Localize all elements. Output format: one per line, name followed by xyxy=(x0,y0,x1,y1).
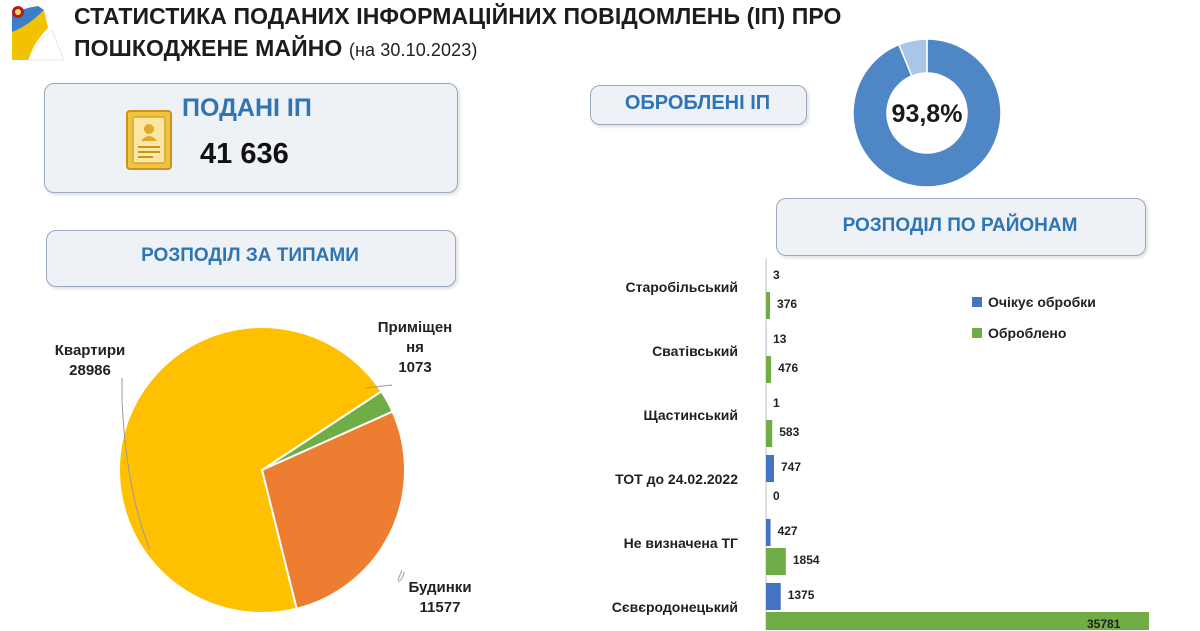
pie-label-name-cont: ня xyxy=(360,338,470,358)
district-label: Не визначена ТГ xyxy=(588,535,738,551)
bar-value-label: 1 xyxy=(773,396,780,410)
bar-value-label: 1854 xyxy=(793,553,820,567)
pie-label-name: Будинки xyxy=(398,578,482,598)
pie-label-apartments: Квартири 28986 xyxy=(48,341,132,381)
legend-swatch-processed xyxy=(972,328,982,338)
types-panel-label: РОЗПОДІЛ ЗА ТИПАМИ xyxy=(46,245,454,267)
legend-label: Оброблено xyxy=(988,325,1066,341)
bar-pending xyxy=(766,583,781,610)
bar-processed xyxy=(766,292,770,319)
legend-swatch-pending xyxy=(972,297,982,307)
processed-percent: 93,8% xyxy=(892,100,963,128)
pie-label-premises: Приміщен ня 1073 xyxy=(360,318,470,378)
bar-value-label: 476 xyxy=(778,361,798,375)
bar-value-label: 3 xyxy=(773,268,780,282)
submitted-value: 41 636 xyxy=(200,138,289,171)
bars-svg xyxy=(600,258,1200,630)
districts-panel-label: РОЗПОДІЛ ПО РАЙОНАМ xyxy=(776,215,1144,237)
bar-value-label: 427 xyxy=(778,524,798,538)
pie-label-value: 11577 xyxy=(398,598,482,618)
legend-item-processed: Оброблено xyxy=(972,325,1066,341)
bar-value-label: 35781 xyxy=(1087,617,1120,631)
legend-label: Очікує обробки xyxy=(988,294,1096,310)
pie-label-value: 28986 xyxy=(48,361,132,381)
bar-value-label: 747 xyxy=(781,460,801,474)
report-date: (на 30.10.2023) xyxy=(349,40,478,60)
page-title: СТАТИСТИКА ПОДАНИХ ІНФОРМАЦІЙНИХ ПОВІДОМ… xyxy=(74,3,842,30)
bar-value-label: 0 xyxy=(773,489,780,503)
bar-pending xyxy=(766,519,771,546)
bar-processed xyxy=(766,356,771,383)
bar-processed xyxy=(766,420,772,447)
title-text: ПОШКОДЖЕНЕ МАЙНО xyxy=(74,35,342,61)
bar-processed xyxy=(766,548,786,575)
bar-value-label: 583 xyxy=(779,425,799,439)
bar-pending xyxy=(766,455,774,482)
pie-label-houses: Будинки 11577 xyxy=(398,578,482,618)
page-title-line-2: ПОШКОДЖЕНЕ МАЙНО (на 30.10.2023) xyxy=(74,35,477,62)
document-certificate-icon xyxy=(125,109,173,171)
pie-label-name: Квартири xyxy=(48,341,132,361)
district-label: Сєвєродонецький xyxy=(588,599,738,615)
district-label: Старобільський xyxy=(588,279,738,295)
bar-value-label: 1375 xyxy=(788,588,815,602)
pie-label-name: Приміщен xyxy=(360,318,470,338)
district-label: Сватівський xyxy=(588,343,738,359)
processed-donut: 93,8% xyxy=(852,38,1002,188)
submitted-label: ПОДАНІ ІП xyxy=(182,94,312,123)
pie-label-value: 1073 xyxy=(360,358,470,378)
processed-label: ОБРОБЛЕНІ ІП xyxy=(590,92,805,115)
district-label: Щастинський xyxy=(588,407,738,423)
district-label: ТОТ до 24.02.2022 xyxy=(588,471,738,487)
bar-value-label: 376 xyxy=(777,297,797,311)
legend-item-pending: Очікує обробки xyxy=(972,294,1096,310)
bar-value-label: 13 xyxy=(773,332,786,346)
logo-icon xyxy=(8,2,66,64)
